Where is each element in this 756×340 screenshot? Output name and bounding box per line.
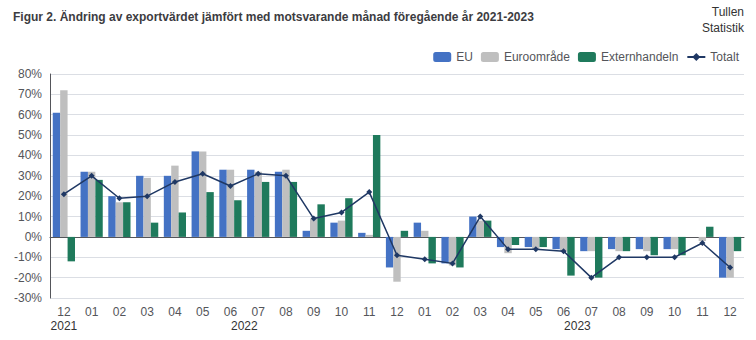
- svg-text:Statistik: Statistik: [702, 21, 745, 35]
- svg-text:07: 07: [252, 305, 266, 319]
- svg-text:Euroområde: Euroområde: [504, 50, 570, 64]
- svg-text:02: 02: [113, 305, 127, 319]
- svg-text:Tullen: Tullen: [712, 5, 744, 19]
- svg-text:12: 12: [723, 305, 737, 319]
- svg-text:20%: 20%: [18, 189, 42, 203]
- svg-text:EU: EU: [456, 50, 473, 64]
- svg-text:03: 03: [140, 305, 154, 319]
- svg-text:07: 07: [585, 305, 599, 319]
- svg-text:50%: 50%: [18, 128, 42, 142]
- svg-text:08: 08: [279, 305, 293, 319]
- svg-text:10: 10: [668, 305, 682, 319]
- svg-text:08: 08: [612, 305, 626, 319]
- svg-text:04: 04: [168, 305, 182, 319]
- svg-text:2021: 2021: [51, 319, 78, 333]
- svg-text:10: 10: [335, 305, 349, 319]
- svg-text:11: 11: [363, 305, 376, 319]
- svg-text:Figur 2. Ändring av exportvärd: Figur 2. Ändring av exportvärdet jämfört…: [13, 9, 534, 24]
- svg-text:05: 05: [196, 305, 210, 319]
- svg-text:10%: 10%: [18, 210, 42, 224]
- svg-text:2023: 2023: [564, 319, 591, 333]
- svg-text:Externhandeln: Externhandeln: [601, 50, 678, 64]
- svg-text:05: 05: [529, 305, 543, 319]
- svg-text:0%: 0%: [25, 230, 43, 244]
- svg-text:04: 04: [501, 305, 515, 319]
- svg-text:09: 09: [640, 305, 654, 319]
- svg-text:2022: 2022: [231, 319, 258, 333]
- svg-text:12: 12: [390, 305, 404, 319]
- svg-text:11: 11: [696, 305, 709, 319]
- svg-text:01: 01: [418, 305, 432, 319]
- svg-text:-10%: -10%: [14, 250, 42, 264]
- svg-text:06: 06: [557, 305, 571, 319]
- svg-text:30%: 30%: [18, 169, 42, 183]
- svg-text:02: 02: [446, 305, 460, 319]
- svg-text:06: 06: [224, 305, 238, 319]
- svg-text:Totalt: Totalt: [710, 50, 739, 64]
- svg-text:12: 12: [57, 305, 71, 319]
- svg-text:-30%: -30%: [14, 291, 42, 305]
- svg-text:70%: 70%: [18, 87, 42, 101]
- svg-text:-20%: -20%: [14, 271, 42, 285]
- svg-text:03: 03: [474, 305, 488, 319]
- svg-text:40%: 40%: [18, 148, 42, 162]
- svg-text:60%: 60%: [18, 108, 42, 122]
- svg-text:01: 01: [85, 305, 99, 319]
- svg-text:09: 09: [307, 305, 321, 319]
- svg-text:80%: 80%: [18, 67, 42, 81]
